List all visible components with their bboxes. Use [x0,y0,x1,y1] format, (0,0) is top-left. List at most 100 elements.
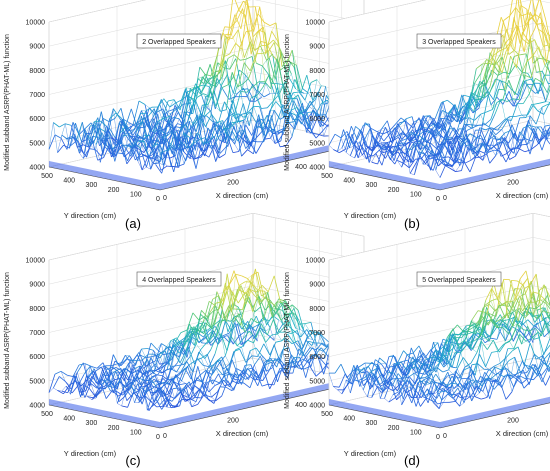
surface-line [142,387,150,411]
surface-line [260,360,268,373]
surface-line [464,128,470,151]
surface-line [473,354,480,373]
surface-line [251,118,259,136]
surface-line [218,153,226,159]
y-tick-label: 100 [130,191,142,198]
surface-line [117,118,123,144]
surface-line [267,383,275,386]
surface-line [443,361,450,368]
surface-line [266,319,274,336]
surface-line [540,299,547,305]
surface-line [538,126,546,145]
surface-line [362,374,370,391]
surface-line [393,123,398,142]
surface-line [431,149,436,171]
surface-line [174,134,182,151]
surface-line [315,131,323,139]
surface-line [502,327,510,335]
surface-line [273,367,281,386]
surface-line [236,369,244,379]
surface-line [518,127,524,149]
surface-line [126,373,132,388]
surface-line [377,132,383,145]
surface-line [152,129,157,133]
surface-line [479,127,486,131]
surface-line [273,110,279,135]
surface-line [132,354,138,361]
surface-line [70,375,75,395]
surface-line [451,375,459,387]
surface-line [279,70,285,95]
surface-line [93,127,100,144]
surface-line [437,110,443,129]
surface-line [182,330,188,347]
surface-line [337,147,342,152]
surface-line [469,150,474,152]
surface-line [166,344,174,370]
surface-line [198,74,206,88]
surface-line [453,105,459,113]
surface-line [218,295,224,306]
surface-line [531,296,539,307]
surface-line [239,349,247,363]
x-tick-label: 400 [295,402,307,409]
surface-line [495,129,503,135]
surface-line [444,334,451,357]
surface-base-y [49,398,160,428]
surface-line [263,318,270,321]
y-tick-label: 300 [86,182,98,189]
surface-line [167,152,175,173]
surface-line [102,118,110,122]
surface-line [175,341,182,347]
surface-line [180,329,188,333]
surface-line [253,286,261,306]
surface-line [113,108,118,144]
surface-line [289,78,297,90]
surface-line [445,138,451,142]
surface-line [278,105,283,135]
surface-line [110,137,116,149]
surface-line [247,339,254,344]
surface-line [491,60,497,74]
surface-line [168,109,174,127]
surface-line [213,124,221,139]
surface-line [162,369,168,373]
z-tick-label: 5000 [309,140,325,147]
surface-line [192,358,198,372]
surface-line [513,17,521,44]
surface-line [445,111,450,117]
surface-line [207,398,215,404]
surface-line [263,21,271,26]
surface-line [346,131,354,143]
surface-line [262,51,269,54]
surface-line [461,135,467,143]
surface-line [237,62,245,88]
surface-line [237,119,244,123]
surface-line [347,133,355,147]
surface-line [364,122,370,125]
surface-line [94,127,100,150]
surface-line [97,117,103,142]
surface-line [299,108,306,113]
surface-line [227,72,233,85]
surface-line [520,297,528,315]
surface-line [261,285,269,293]
surface-line [250,41,255,51]
surface-line [69,123,76,149]
surface-line [151,374,157,378]
surface-line [135,136,140,148]
surface-line [183,347,189,365]
surface-line [239,374,245,384]
surface-line [490,131,496,136]
surface-line [195,99,200,130]
surface-line [233,46,241,77]
surface-line [223,56,229,85]
surface-line [172,387,179,390]
surface-line [227,130,233,136]
surface-line [186,326,192,331]
surface-line [77,385,83,396]
legend-box: 3 Overlapped Speakers [416,33,502,49]
surface-line [151,143,158,149]
surface-line [375,375,383,391]
surface-line [243,278,248,293]
